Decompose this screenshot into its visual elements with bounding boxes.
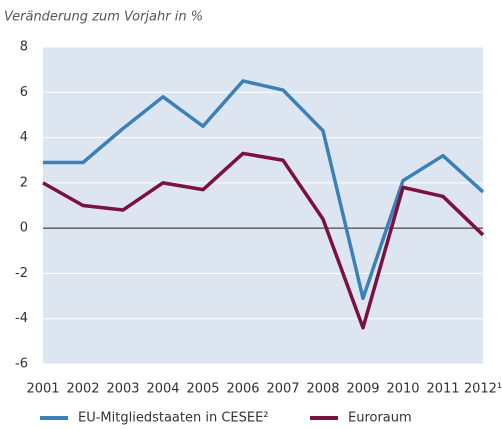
legend-label: EU-Mitgliedstaaten in CESEE² (78, 411, 269, 426)
y-tick-label: 4 (20, 130, 28, 145)
y-tick-label: 2 (20, 175, 28, 190)
x-tick-label: 2011 (426, 382, 459, 397)
x-tick-label: 2008 (306, 382, 339, 397)
x-tick-label: 2004 (146, 382, 179, 397)
legend-label: Euroraum (348, 411, 412, 426)
x-tick-label: 2010 (386, 382, 419, 397)
y-tick-label: -6 (15, 357, 28, 372)
x-tick-label: 2009 (346, 382, 379, 397)
x-tick-label: 2006 (226, 382, 259, 397)
y-tick-label: 6 (20, 85, 28, 100)
x-tick-label: 2003 (106, 382, 139, 397)
x-tick-label: 2001 (26, 382, 59, 397)
x-tick-label: 2005 (186, 382, 219, 397)
series-line (42, 151, 485, 330)
x-tick-label: 2012¹ (464, 382, 502, 397)
x-tick-label: 2007 (266, 382, 299, 397)
series-line (43, 79, 485, 301)
y-tick-label: -2 (15, 266, 28, 281)
x-tick-label: 2002 (66, 382, 99, 397)
y-tick-label: 0 (20, 221, 28, 236)
y-tick-label: 8 (20, 40, 28, 55)
chart-title: Veränderung zum Vorjahr in % (4, 10, 203, 25)
plot-area (43, 47, 483, 364)
y-tick-label: -4 (15, 311, 28, 326)
